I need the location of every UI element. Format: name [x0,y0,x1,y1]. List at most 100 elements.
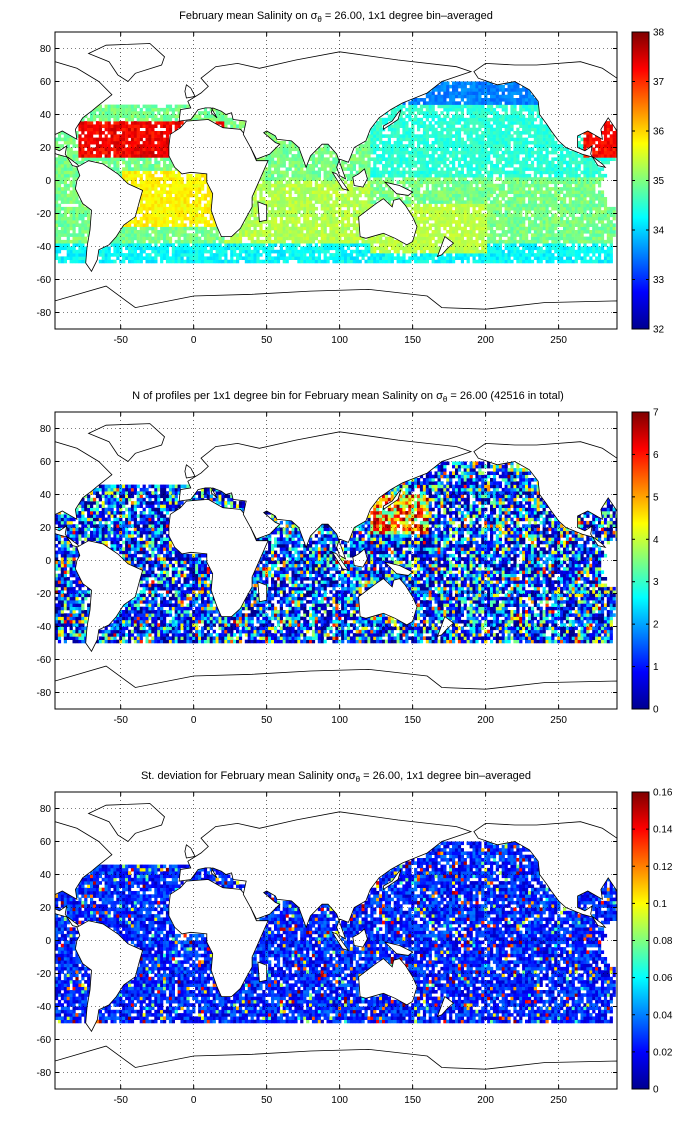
data-bin [215,230,219,234]
data-bin [405,121,409,125]
data-bin [189,236,193,241]
data-bin [291,160,295,165]
data-bin [431,210,435,214]
data-bin [338,249,342,254]
data-bin [145,167,149,171]
data-bin [434,216,438,221]
data-bin [78,154,82,158]
data-bin [78,233,82,237]
data-bin [455,200,459,204]
data-bin [352,206,356,211]
data-bin [81,206,85,211]
data-bin [472,210,476,214]
data-bin [446,164,450,168]
data-bin [136,173,140,178]
data-bin [507,91,511,95]
data-bin [279,150,283,155]
data-bin [417,137,421,142]
data-bin [274,223,278,227]
data-bin [69,183,73,188]
data-bin [490,216,494,221]
data-bin [478,236,482,241]
data-bin [268,213,272,218]
data-bin [288,249,292,254]
data-bin [221,236,225,241]
data-bin [119,147,123,152]
data-bin [145,183,149,188]
data-bin [90,111,94,115]
data-bin [142,134,146,138]
data-bin [224,117,228,122]
data-bin [411,249,415,254]
data-bin [116,160,120,165]
data-bin [390,131,394,135]
data-bin [384,253,389,257]
data-bin [320,239,324,244]
data-bin [78,144,82,148]
data-bin [195,239,199,244]
data-bin [332,213,336,218]
data-bin [373,236,377,241]
data-bin [282,150,286,155]
data-bin [274,256,278,260]
data-bin [157,193,161,198]
data-bin [282,206,286,211]
data-bin [268,239,272,244]
data-bin [469,150,473,155]
data-bin [519,243,523,247]
data-bin [408,104,412,109]
data-bin [238,239,243,244]
data-bin [180,223,184,227]
data-bin [344,210,348,214]
data-bin [519,216,523,221]
data-bin [492,91,497,95]
data-bin [361,200,365,204]
data-bin [113,164,117,168]
data-bin [422,239,427,244]
data-bin [452,190,456,194]
data-bin [186,210,190,214]
data-bin [422,134,427,138]
data-bin [300,233,304,237]
data-bin [481,249,485,254]
data-bin [408,170,412,175]
data-bin [425,124,429,128]
data-bin [311,206,316,211]
data-bin [487,197,491,201]
data-bin [428,233,432,237]
data-bin [282,203,286,208]
data-bin [332,210,336,214]
data-bin [498,154,502,158]
data-bin [425,230,429,234]
data-bin [492,147,497,152]
data-bin [344,160,348,165]
data-bin [122,170,126,175]
data-bin [110,259,114,264]
data-bin [195,187,199,191]
data-bin [504,160,508,165]
data-bin [294,154,298,158]
data-bin [259,220,263,224]
data-bin [382,180,386,185]
data-bin [125,147,129,152]
data-bin [314,213,318,218]
data-bin [341,246,345,251]
data-bin [55,164,59,168]
data-bin [81,160,85,165]
data-bin [501,144,505,148]
data-bin [160,183,164,188]
data-bin [326,259,330,264]
data-bin [60,137,64,142]
data-bin [402,170,406,175]
data-bin [455,230,459,234]
data-bin [163,210,167,214]
data-bin [244,256,248,260]
data-bin [434,183,438,188]
data-bin [274,137,278,142]
data-bin [419,117,424,122]
data-bin [344,239,348,244]
data-bin [469,213,473,218]
data-bin [431,157,435,161]
data-bin [440,134,444,138]
data-bin [501,233,505,237]
